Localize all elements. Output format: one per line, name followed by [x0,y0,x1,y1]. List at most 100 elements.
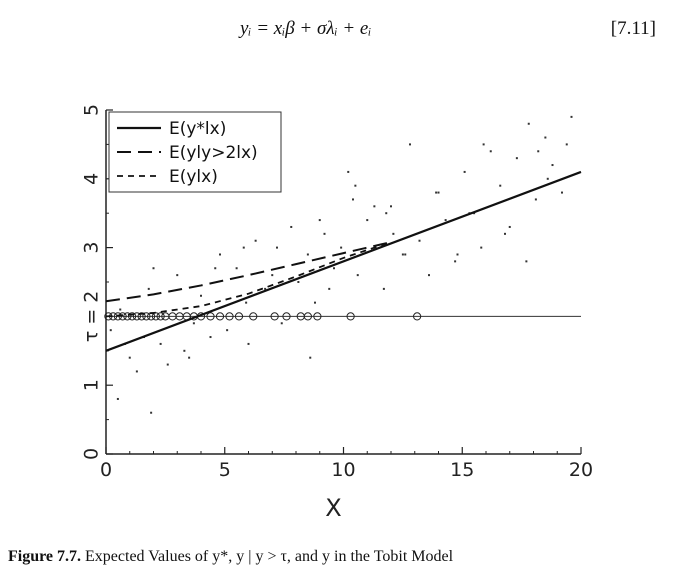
censored-point [270,312,279,321]
data-point [546,177,549,180]
legend-box [108,111,282,193]
data-point [271,274,274,277]
data-point [333,267,335,270]
data-point [428,274,430,277]
data-point [480,246,483,249]
censored-point [206,312,215,321]
data-point [354,184,357,187]
data-point [390,205,392,208]
data-point [385,212,388,215]
data-point [537,150,540,153]
y-tick-label: τ = 2 [81,291,103,343]
data-point [392,232,395,235]
data-point [382,287,385,290]
data-point [340,246,343,249]
data-point [135,370,138,373]
data-point [152,267,155,270]
censored-point [142,312,151,321]
censored-point [132,312,141,321]
data-point [527,122,530,125]
data-point [150,411,153,414]
equation-block: yᵢ = xᵢβ + σλᵢ + eᵢ [7.11] [0,14,674,44]
data-point [318,219,321,222]
data-point [119,308,122,311]
censored-point [225,312,234,321]
series-line-2 [105,241,392,318]
data-point [437,191,440,194]
series-line-1 [105,241,392,303]
data-point [409,143,411,146]
data-point [183,349,186,352]
data-point [116,397,119,400]
data-point [454,260,457,263]
censored-point [303,312,312,321]
data-point [109,329,112,332]
data-point [226,329,229,332]
data-point [306,253,309,256]
censored-point [123,312,132,321]
figure-label: Figure 7.7. [8,548,82,565]
figure-caption-text: Expected Values of y*, y | y > τ, and y … [85,548,454,565]
censored-point [282,312,291,321]
legend-label-0: E(y*lx) [169,119,226,139]
data-point [297,281,300,283]
data-point [401,253,404,256]
data-point [347,170,350,173]
data-point [166,363,169,366]
data-point [242,246,245,249]
censored-point [346,312,355,321]
data-point [323,232,326,235]
data-point [561,191,563,194]
data-point [219,253,221,256]
data-point [444,219,447,222]
x-tick-label: 20 [569,459,593,481]
data-point [209,336,212,339]
data-point [247,342,250,345]
data-point [214,267,217,270]
data-point [290,225,293,228]
censored-point [413,312,422,321]
data-point [352,198,354,201]
data-point [235,267,238,270]
data-point [309,356,312,359]
x-tick-label: 15 [450,459,474,481]
censored-point [249,312,258,321]
y-tick-label: 0 [81,448,103,460]
data-point [551,164,554,167]
data-point [128,356,131,359]
y-tick-label: 4 [81,173,103,185]
y-tick-label: 3 [81,242,103,254]
censored-point [128,312,137,321]
data-point [147,287,150,290]
data-point [366,219,369,222]
data-point [276,246,278,249]
data-point [463,170,466,173]
data-point [515,157,518,160]
censored-point [234,312,244,321]
data-point [176,274,179,277]
data-point [159,342,162,345]
data-point [328,287,331,290]
data-point [192,322,195,325]
data-point [200,294,202,297]
data-point [280,322,283,325]
data-point [356,274,359,277]
data-point [508,225,511,228]
data-point [264,287,267,290]
data-point [544,136,547,139]
censored-point [113,312,122,321]
data-point [504,232,506,235]
data-point [482,143,485,146]
censored-point [215,312,225,321]
x-axis-label: X [325,494,341,522]
tobit-chart: 0 5 10 15 20 0 1 τ = 2 3 4 5 X E(y*lx) E(yly>2lx) E(yl… [81,104,594,522]
figure-caption: Figure 7.7. Expected Values of y*, y | y… [8,548,453,566]
data-point [373,205,376,208]
censored-point [118,312,127,321]
y-tick-label: 1 [81,379,103,391]
x-tick-label: 5 [219,459,231,481]
data-point [499,184,502,187]
data-point [565,143,568,146]
data-point [435,191,438,194]
data-point [404,253,407,256]
